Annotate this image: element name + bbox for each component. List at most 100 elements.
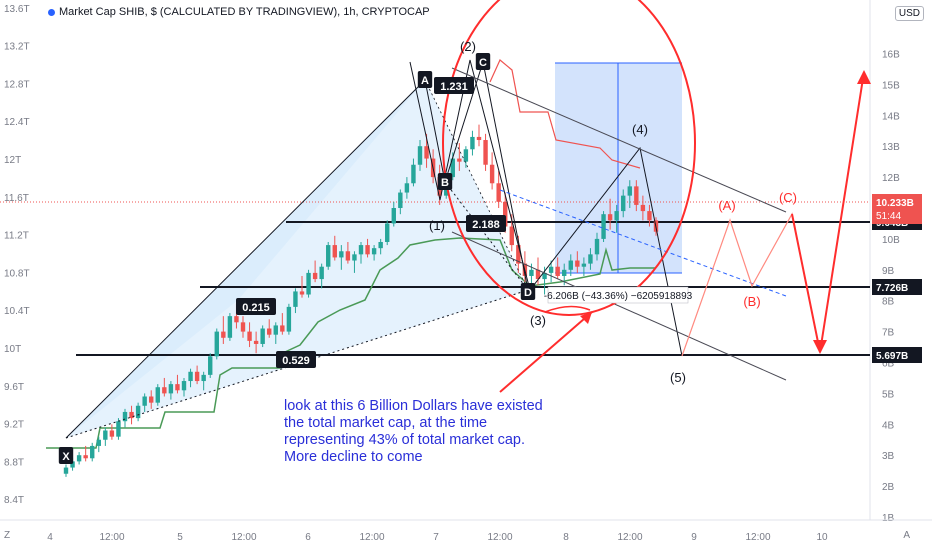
candle-body bbox=[417, 146, 423, 165]
harmonic-ratio-label: 2.188 bbox=[472, 219, 500, 231]
candle-body bbox=[424, 146, 429, 159]
annotation-arrow-head bbox=[580, 312, 592, 324]
candle-body bbox=[326, 245, 331, 267]
candle-body bbox=[503, 201, 508, 227]
harmonic-ad-dotted bbox=[424, 79, 529, 291]
candle-body bbox=[142, 396, 147, 406]
annotation-line: representing 43% of total market cap. bbox=[284, 432, 525, 448]
left-axis-tick: 9.2T bbox=[4, 420, 24, 431]
corrective-wave-label: (A) bbox=[718, 198, 735, 213]
level-price-tag-bg bbox=[872, 279, 922, 295]
candle-body bbox=[365, 245, 370, 255]
right-axis-tick: 9B bbox=[882, 266, 895, 277]
candle-body bbox=[516, 245, 521, 264]
candle-body bbox=[339, 251, 344, 258]
candle-body bbox=[450, 158, 455, 178]
annotation-line: look at this 6 Billion Dollars have exis… bbox=[284, 398, 543, 414]
candle-body bbox=[489, 164, 495, 184]
right-axis-tick: 16B bbox=[882, 50, 900, 61]
right-axis-tick: 2B bbox=[882, 482, 895, 493]
candle-body bbox=[496, 183, 501, 202]
candle-body bbox=[267, 328, 272, 335]
harmonic-ratio-label-bg bbox=[434, 77, 474, 94]
left-axis-tick: 11.6T bbox=[4, 193, 29, 204]
x-axis-tick: 12:00 bbox=[231, 532, 256, 543]
candle-body bbox=[640, 204, 646, 212]
left-axis-tick: 10.8T bbox=[4, 268, 30, 279]
x-axis-tick: 12:00 bbox=[99, 532, 124, 543]
right-axis-tick: 6B bbox=[882, 359, 895, 370]
candle-body bbox=[109, 430, 115, 437]
level-price-tag: 5.697B bbox=[876, 351, 908, 362]
candle-body bbox=[273, 325, 278, 335]
currency-badge[interactable]: USD bbox=[894, 6, 924, 21]
x-axis-tick: 12:00 bbox=[359, 532, 384, 543]
candle-body bbox=[371, 248, 377, 255]
trailing-indicator-red bbox=[489, 59, 641, 169]
annotation-note: look at this 6 Billion Dollars have exis… bbox=[284, 398, 584, 466]
candle-body bbox=[627, 186, 632, 196]
candle-body bbox=[588, 254, 593, 264]
candle-body bbox=[345, 251, 351, 261]
projection-arrow-up bbox=[857, 70, 871, 84]
right-axis-tick: 4B bbox=[882, 420, 895, 431]
trailing-indicator-green bbox=[46, 237, 656, 449]
left-axis-tick: 8.8T bbox=[4, 457, 24, 468]
current-price-tag-bg bbox=[872, 194, 922, 224]
wave-label: (3) bbox=[530, 313, 546, 328]
x-axis-tick: 9 bbox=[691, 532, 697, 543]
candle-body bbox=[240, 322, 246, 332]
candle-body bbox=[601, 214, 606, 239]
left-axis-tick: 13.6T bbox=[4, 4, 30, 15]
harmonic-point-label-bg bbox=[437, 173, 453, 190]
x-axis-tick: 12:00 bbox=[487, 532, 512, 543]
x-axis-tick: 7 bbox=[433, 532, 439, 543]
candle-body bbox=[280, 325, 285, 332]
elliott-wave-line bbox=[409, 59, 683, 357]
candle-body bbox=[149, 396, 154, 403]
candle-body bbox=[299, 291, 305, 295]
candle-body bbox=[352, 254, 357, 261]
candle-body bbox=[221, 331, 226, 338]
candle-body bbox=[483, 140, 488, 165]
candle-body bbox=[548, 266, 554, 273]
candle-body bbox=[103, 430, 108, 440]
harmonic-point-label-bg bbox=[475, 53, 491, 70]
harmonic-ratio-label-bg bbox=[276, 351, 316, 368]
candle-body bbox=[201, 374, 206, 382]
candle-body bbox=[555, 266, 560, 276]
zoom-toggle-button[interactable]: Z bbox=[4, 530, 11, 541]
candle-body bbox=[378, 241, 383, 249]
candle-body bbox=[634, 186, 639, 205]
candle-body bbox=[227, 316, 233, 338]
right-axis-tick: 14B bbox=[882, 111, 900, 122]
measure-label: -6.206B (−43.36%) −6205918893 bbox=[544, 291, 693, 302]
harmonic-point-label-bg bbox=[417, 71, 433, 88]
harmonic-ratio-label-bg bbox=[466, 215, 506, 232]
candle-body bbox=[385, 223, 390, 242]
auto-scale-button[interactable]: A bbox=[903, 530, 910, 541]
candle-body bbox=[509, 226, 514, 246]
candle-body bbox=[312, 272, 318, 280]
candle-body bbox=[562, 269, 567, 276]
wave-label: (5) bbox=[670, 370, 686, 385]
candle-body bbox=[358, 245, 364, 255]
left-axis-tick: 8.4T bbox=[4, 495, 24, 506]
right-axis-tick: 12B bbox=[882, 173, 900, 184]
candle-body bbox=[234, 316, 239, 323]
corrective-wave-label: (B) bbox=[743, 294, 760, 309]
candle-body bbox=[575, 260, 580, 267]
x-axis-tick: 12:00 bbox=[617, 532, 642, 543]
harmonic-ratio-label: 1.231 bbox=[440, 81, 468, 93]
highlight-circle bbox=[442, 0, 696, 316]
harmonic-ratio-label: 0.215 bbox=[242, 302, 270, 314]
level-price-tag: 7.726B bbox=[876, 283, 908, 294]
candle-body bbox=[568, 260, 573, 270]
wave-label: (1) bbox=[429, 218, 445, 233]
candle-body bbox=[621, 195, 626, 212]
candle-body bbox=[155, 387, 160, 403]
candle-body bbox=[122, 411, 128, 422]
candle-body bbox=[208, 356, 213, 375]
